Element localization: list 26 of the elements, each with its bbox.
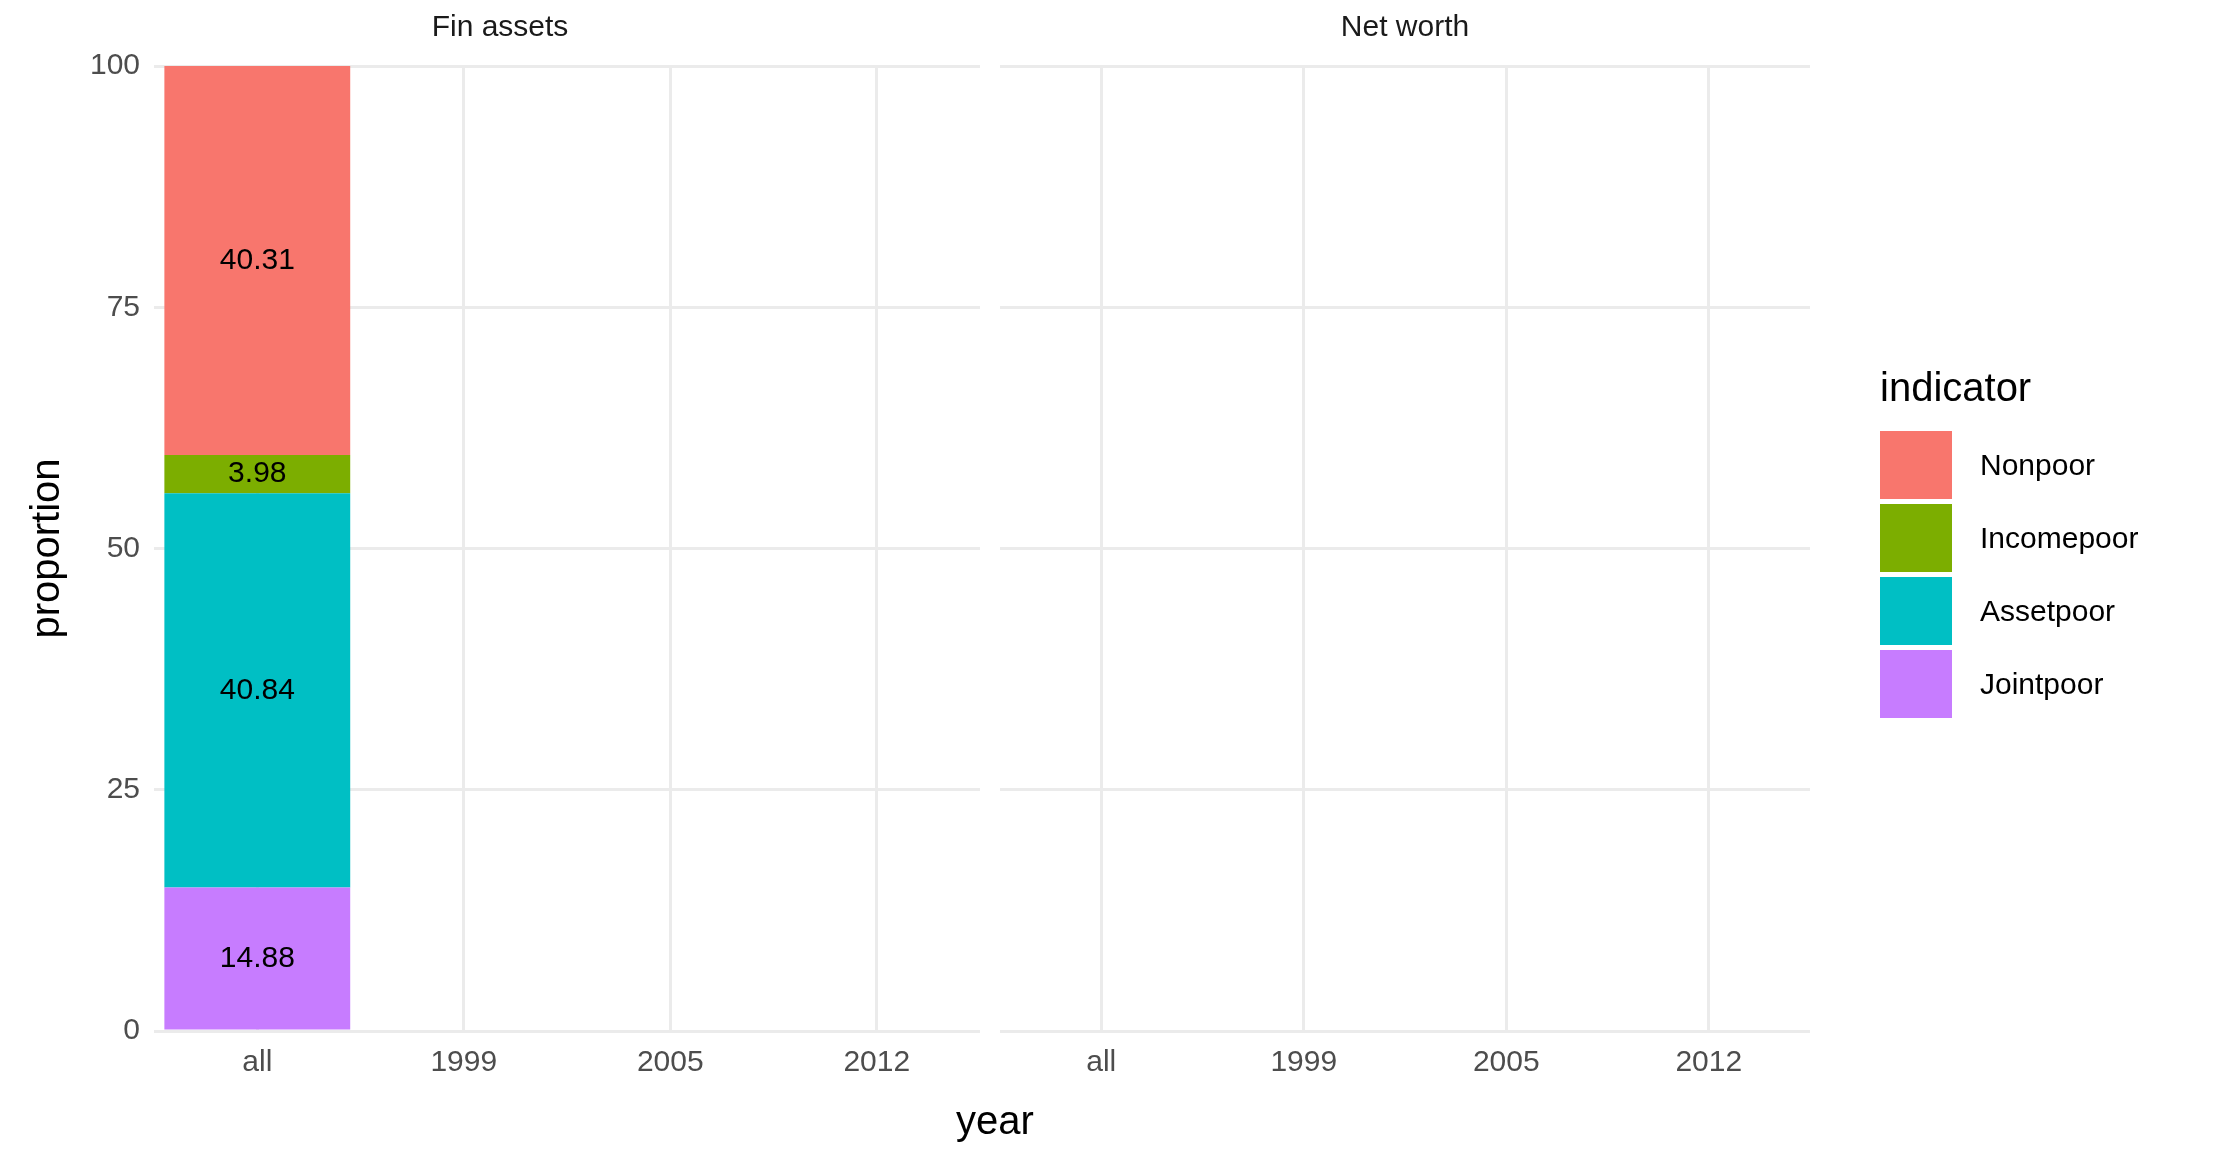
- legend-label: Jointpoor: [1980, 666, 2104, 701]
- y-axis-title: proportion: [23, 458, 68, 639]
- legend-label: Nonpoor: [1980, 447, 2096, 482]
- y-tick-label: 50: [106, 529, 141, 563]
- x-tick-label: 2005: [1472, 1044, 1540, 1078]
- data-label: 40.31: [219, 241, 295, 275]
- y-tick-label: 0: [123, 1012, 141, 1046]
- x-tick-label: 2005: [636, 1044, 704, 1078]
- x-tick-label: 1999: [430, 1044, 498, 1078]
- data-label: 14.88: [219, 939, 295, 973]
- x-tick-label: all: [242, 1044, 273, 1078]
- chart-title: Fin assets: [431, 9, 569, 43]
- x-tick-label: 2012: [843, 1044, 911, 1078]
- legend-title: indicator: [1880, 365, 2033, 410]
- y-tick-label: 100: [89, 47, 141, 81]
- data-label: 3.98: [228, 455, 287, 489]
- chart-title: Net worth: [1340, 9, 1470, 43]
- legend-label: Incomepoor: [1980, 520, 2139, 555]
- x-tick-label: 2012: [1675, 1044, 1743, 1078]
- x-tick-label: all: [1086, 1044, 1117, 1078]
- data-label: 40.84: [219, 671, 295, 705]
- y-tick-label: 75: [106, 288, 141, 322]
- y-tick-label: 25: [106, 771, 141, 805]
- legend-label: Assetpoor: [1980, 593, 2116, 628]
- x-tick-label: 1999: [1270, 1044, 1338, 1078]
- x-axis-title: year: [956, 1098, 1034, 1143]
